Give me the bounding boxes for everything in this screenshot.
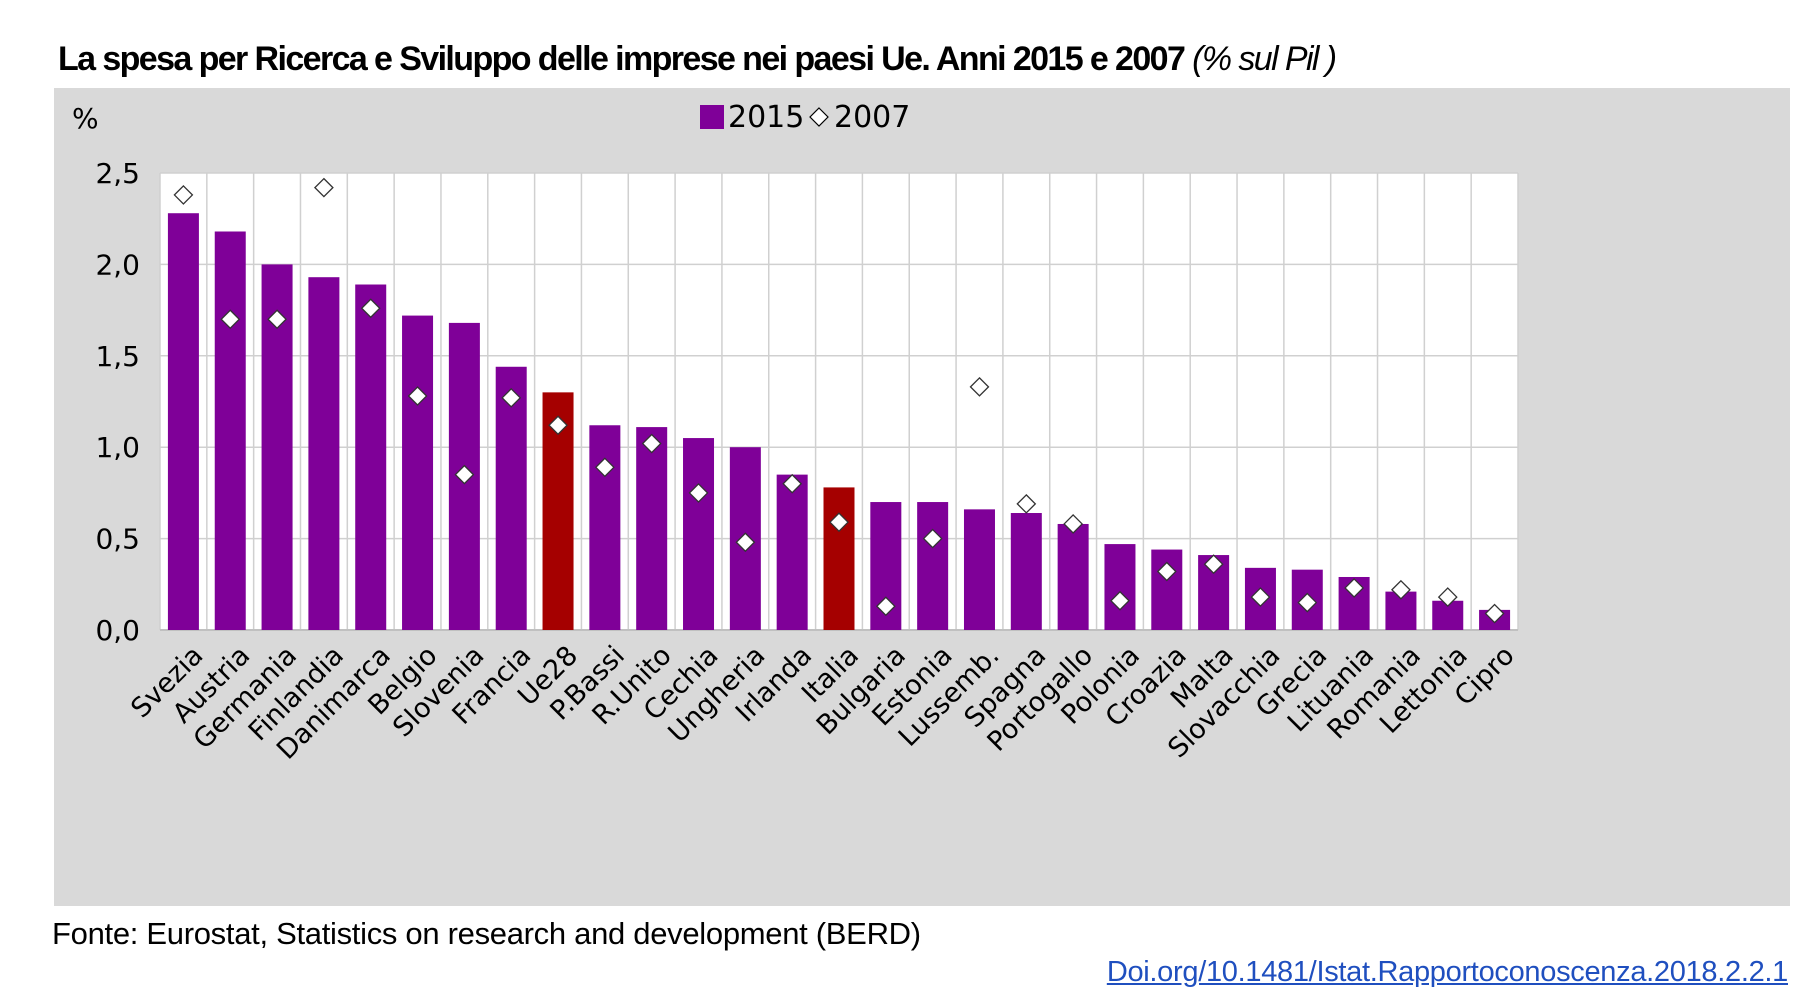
- legend: 2015 2007: [700, 100, 910, 135]
- y-tick-label: 1,0: [95, 431, 140, 464]
- gridlines: [159, 172, 1519, 631]
- marker-2007-grecia: [1297, 592, 1318, 613]
- marker-2007-polonia: [1110, 590, 1130, 611]
- bar-2015-austria: [214, 231, 246, 630]
- marker-2007-malta: [1203, 554, 1224, 575]
- marker-2007-irlanda: [782, 473, 803, 494]
- bar-2015-cechia: [683, 438, 715, 630]
- marker-2007-svezia: [173, 185, 194, 205]
- y-axis-unit: %: [72, 102, 99, 135]
- bar-2015-r-unito: [636, 427, 668, 630]
- chart-panel: 0,0 0,5 1,0 1,5 2,0 2,5 Svezia Austria Germania…: [54, 88, 1790, 906]
- y-tick-label: 1,5: [95, 340, 140, 373]
- bar-2015-estonia: [917, 502, 949, 630]
- marker-2007-spagna: [1016, 493, 1037, 514]
- marker-2007-portogallo: [1063, 514, 1084, 534]
- marker-2007-belgio: [407, 386, 428, 406]
- legend-swatch-2015: [700, 105, 724, 129]
- y-tick-label: 0,0: [95, 614, 140, 647]
- y-tick-label: 2,5: [95, 157, 140, 190]
- marker-2007-germania: [267, 309, 287, 330]
- marker-2007-ungheria: [735, 532, 756, 553]
- bar-2015-finlandia: [308, 277, 340, 630]
- marker-2007-francia: [501, 387, 522, 408]
- bar-2015-polonia: [1104, 544, 1136, 630]
- marker-2007-finlandia: [313, 177, 334, 198]
- x-axis: SveziaAustriaGermaniaFinlandiaDanimarcaB…: [125, 640, 1520, 766]
- y-tick-label: 0,5: [95, 523, 140, 556]
- marker-2007-cechia: [688, 482, 709, 503]
- marker-2007-lettonia: [1437, 587, 1458, 608]
- chart-subtitle: (% sul Pil ): [1192, 40, 1337, 78]
- bar-2015-lussemb: [963, 509, 995, 630]
- marker-2007-croazia: [1156, 561, 1177, 582]
- bar-2015-irlanda: [776, 474, 808, 630]
- marker-2007-bulgaria: [875, 596, 896, 617]
- marker-2007-cipro: [1484, 603, 1505, 624]
- marker-2007-slovacchia: [1250, 587, 1271, 608]
- chart-title-text: La spesa per Ricerca e Sviluppo delle im…: [58, 40, 1186, 78]
- bar-2015-danimarca: [355, 284, 387, 630]
- legend-label-2015: 2015: [728, 100, 804, 135]
- marker-2007-italia: [829, 512, 849, 533]
- y-axis: 0,0 0,5 1,0 1,5 2,0 2,5: [95, 157, 140, 647]
- bar-2015-svezia: [167, 213, 199, 630]
- doi-link[interactable]: Doi.org/10.1481/Istat.Rapportoconoscenza…: [1106, 956, 1788, 988]
- source-note: Fonte: Eurostat, Statistics on research …: [52, 916, 921, 951]
- marker-2007-slovenia: [454, 464, 475, 485]
- bar-2015-p-bassi: [589, 425, 621, 630]
- marker-2007-lituania: [1344, 578, 1365, 598]
- marker-2007-romania: [1391, 579, 1411, 600]
- bar-2015-belgio: [402, 315, 434, 630]
- legend-label-2007: 2007: [834, 100, 910, 135]
- marker-2007-estonia: [922, 528, 943, 549]
- legend-marker-2007: [809, 107, 829, 127]
- bar-2015-spagna: [1010, 513, 1042, 630]
- bar-2015-italia: [823, 487, 855, 630]
- marker-2007-lussemb: [969, 376, 990, 397]
- y-tick-label: 2,0: [95, 248, 140, 281]
- chart-svg: 0,0 0,5 1,0 1,5 2,0 2,5 SveziaAustriaGermania…: [72, 100, 1521, 766]
- bar-2015-portogallo: [1057, 523, 1089, 630]
- chart-title: La spesa per Ricerca e Sviluppo delle im…: [58, 40, 1337, 79]
- marker-2007-r-unito: [641, 433, 662, 454]
- marker-2007-ue28: [548, 415, 568, 436]
- marker-2007-austria: [220, 309, 241, 330]
- bar-2015-francia: [495, 366, 527, 630]
- marker-2007-p-bassi: [594, 457, 615, 478]
- markers-2007: [173, 177, 1505, 624]
- marker-2007-danimarca: [360, 298, 381, 319]
